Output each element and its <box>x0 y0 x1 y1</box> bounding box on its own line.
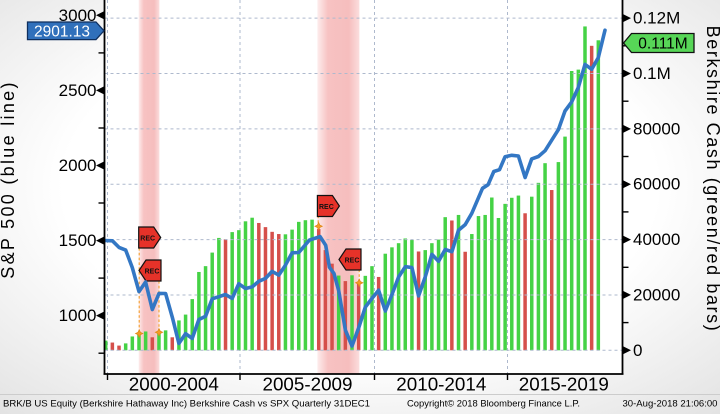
svg-text:60000: 60000 <box>633 175 680 194</box>
svg-text:30-Aug-2018 21:06:00: 30-Aug-2018 21:06:00 <box>623 399 718 410</box>
svg-text:2015-2019: 2015-2019 <box>519 375 609 395</box>
svg-text:0.12M: 0.12M <box>633 9 680 28</box>
svg-text:2005-2009: 2005-2009 <box>263 375 353 395</box>
svg-text:40000: 40000 <box>633 230 680 249</box>
svg-text:0: 0 <box>633 341 642 360</box>
svg-text:20000: 20000 <box>633 285 680 304</box>
svg-text:0.1M: 0.1M <box>633 64 671 83</box>
svg-text:REC: REC <box>140 236 155 243</box>
svg-text:80000: 80000 <box>633 119 680 138</box>
svg-text:0.111M: 0.111M <box>638 36 687 53</box>
svg-text:2901.13: 2901.13 <box>34 23 90 40</box>
svg-text:Copyright© 2018 Bloomberg Fina: Copyright© 2018 Bloomberg Finance L.P. <box>407 399 580 410</box>
svg-text:REC: REC <box>319 204 334 211</box>
svg-text:2500: 2500 <box>59 81 97 100</box>
svg-text:Berkshire Cash (green/red bars: Berkshire Cash (green/red bars) <box>703 26 720 333</box>
svg-text:2000-2004: 2000-2004 <box>129 375 219 395</box>
svg-text:2010-2014: 2010-2014 <box>396 375 486 395</box>
svg-text:BRK/B US Equity (Berkshire Hat: BRK/B US Equity (Berkshire Hathaway Inc)… <box>3 399 370 410</box>
svg-text:1000: 1000 <box>59 306 97 325</box>
svg-text:REC: REC <box>145 269 160 276</box>
svg-text:2000: 2000 <box>59 156 97 175</box>
svg-text:REC: REC <box>345 258 360 265</box>
svg-text:S&P 500 (blue line): S&P 500 (blue line) <box>0 80 18 278</box>
svg-text:3000: 3000 <box>59 6 97 25</box>
svg-text:1500: 1500 <box>59 231 97 250</box>
